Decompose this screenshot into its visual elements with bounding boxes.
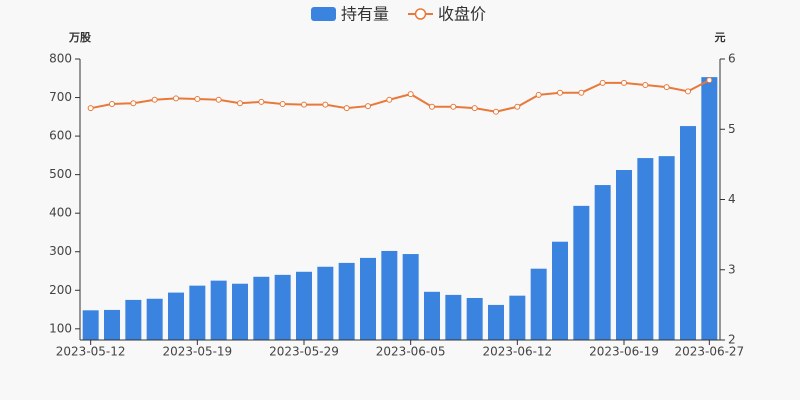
y-tick-label: 100 — [49, 321, 72, 335]
bar — [168, 292, 184, 340]
line-point — [706, 77, 713, 84]
bar — [104, 309, 120, 340]
y2-axis-label: 元 — [715, 31, 726, 44]
bar — [658, 156, 675, 340]
line-point — [87, 105, 94, 112]
line-point — [109, 100, 115, 107]
y2-tick-label: 6 — [728, 52, 736, 66]
legend-swatch — [414, 8, 427, 20]
line-point — [621, 79, 627, 86]
bar — [552, 241, 568, 340]
y2-tick-label: 3 — [728, 262, 736, 276]
legend-label: 收盘价 — [438, 5, 486, 24]
y2-tick-label: 2 — [728, 333, 736, 347]
bar — [146, 298, 163, 340]
y-tick-label: 400 — [49, 206, 72, 220]
line-point — [386, 96, 393, 103]
line-point — [557, 89, 563, 96]
line-point — [493, 108, 499, 115]
bar — [616, 170, 632, 340]
y2-tick-label: 4 — [728, 192, 736, 206]
line — [90, 79, 710, 113]
line-point — [237, 100, 243, 107]
x-tick-label: 2023-05-12 — [56, 345, 126, 359]
line-point — [258, 98, 265, 105]
y-tick-label: 800 — [49, 52, 72, 66]
line-point — [514, 103, 521, 110]
bar — [466, 297, 483, 340]
bar — [317, 266, 334, 340]
line-point — [365, 103, 371, 110]
y-axis-label: 万股 — [68, 31, 92, 44]
x-tick-label: 2023-06-12 — [482, 345, 552, 359]
line-point — [215, 96, 222, 103]
y-tick-label: 200 — [49, 283, 72, 297]
line-point — [685, 88, 691, 95]
bar — [381, 250, 398, 340]
bar — [680, 126, 696, 340]
line-point — [279, 100, 286, 107]
line-point — [173, 95, 179, 102]
bar — [338, 262, 355, 340]
line-point — [343, 105, 350, 112]
x-tick-label: 2023-05-19 — [162, 345, 232, 359]
line-point — [599, 79, 606, 86]
y-tick-label: 700 — [49, 90, 72, 104]
bar — [125, 299, 142, 340]
bar — [424, 291, 440, 340]
line-point — [642, 81, 649, 88]
bar — [232, 283, 248, 340]
bar — [530, 268, 547, 340]
bar — [509, 295, 526, 340]
bar — [296, 271, 312, 340]
y2-tick-label: 5 — [728, 122, 736, 136]
bar — [637, 158, 654, 340]
line-point — [151, 96, 158, 103]
bar — [701, 77, 718, 340]
line-point — [194, 96, 201, 103]
line-point — [130, 100, 137, 107]
y-tick-label: 600 — [49, 129, 72, 143]
legend-label: 持有量 — [341, 5, 389, 24]
bar — [445, 294, 462, 340]
x-tick-label: 2023-06-05 — [376, 345, 446, 359]
line-point — [429, 103, 435, 110]
line-point — [578, 89, 585, 96]
y-tick-label: 500 — [49, 167, 72, 181]
line-point — [407, 91, 414, 98]
bar — [189, 285, 206, 340]
bar — [274, 274, 291, 340]
bar — [82, 310, 99, 340]
line-point — [663, 84, 670, 91]
line-point — [301, 101, 307, 108]
x-tick-label: 2023-05-29 — [269, 345, 339, 359]
legend-swatch — [311, 7, 336, 21]
line-point — [471, 105, 478, 112]
line-point — [450, 103, 457, 110]
bar — [253, 276, 270, 340]
line-point — [535, 91, 542, 98]
bar — [210, 280, 227, 340]
bar — [402, 254, 419, 340]
bar — [573, 205, 590, 340]
x-tick-label: 2023-06-27 — [674, 345, 744, 359]
bar — [360, 257, 376, 340]
line-point — [322, 101, 329, 108]
bar — [594, 185, 611, 340]
bar — [488, 304, 504, 340]
y-tick-label: 300 — [49, 244, 72, 258]
x-tick-label: 2023-06-19 — [589, 345, 659, 359]
